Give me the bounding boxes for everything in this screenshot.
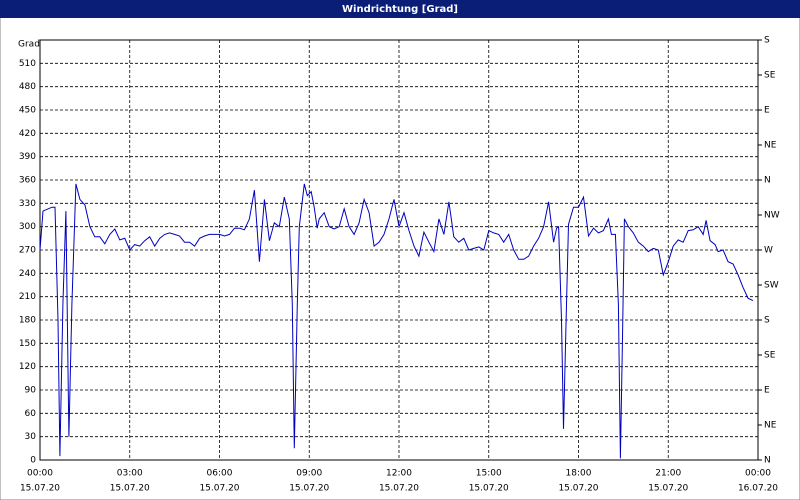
y2-tick-label: SE [764, 71, 776, 81]
y2-tick-label: N [764, 456, 771, 466]
y-tick-label: 510 [19, 59, 36, 69]
y-tick-label: 180 [19, 316, 36, 326]
data-line [39, 183, 754, 459]
x-tick-sublabel: 15.07.20 [558, 484, 598, 494]
x-tick-sublabel: 15.07.20 [289, 484, 329, 494]
x-tick-sublabel: 15.07.20 [20, 484, 60, 494]
y2-tick-label: SE [764, 351, 776, 361]
y-tick-label: 300 [19, 222, 36, 232]
x-tick-label: 15:00 [476, 469, 502, 479]
x-tick-sublabel: 16.07.20 [738, 484, 778, 494]
x-tick-sublabel: 15.07.20 [648, 484, 688, 494]
y2-tick-label: W [764, 246, 773, 256]
x-tick-label: 18:00 [566, 469, 592, 479]
x-tick-sublabel: 15.07.20 [469, 484, 509, 494]
y-tick-label: 390 [19, 152, 36, 162]
y2-tick-label: SW [764, 281, 779, 291]
x-tick-label: 12:00 [386, 469, 412, 479]
y2-tick-label: E [764, 386, 770, 396]
x-tick-label: 03:00 [117, 469, 143, 479]
y-tick-label: 150 [19, 339, 36, 349]
x-tick-label: 21:00 [655, 469, 681, 479]
x-tick-sublabel: 15.07.20 [110, 484, 150, 494]
y-tick-label: 330 [19, 199, 36, 209]
y2-tick-label: E [764, 106, 770, 116]
y-tick-label: 420 [19, 129, 36, 139]
y-tick-label: 0 [30, 456, 36, 466]
y2-tick-label: NE [764, 421, 777, 431]
y-axis-label: Grad [18, 40, 40, 50]
y-tick-label: 240 [19, 269, 36, 279]
y2-tick-label: NE [764, 141, 777, 151]
x-tick-label: 00:00 [27, 469, 53, 479]
x-tick-label: 00:00 [745, 469, 771, 479]
y2-tick-label: S [764, 316, 770, 326]
x-tick-sublabel: 15.07.20 [379, 484, 419, 494]
y2-tick-label: NW [764, 211, 780, 221]
y-tick-label: 450 [19, 106, 36, 116]
y-tick-label: 480 [19, 82, 36, 92]
y-tick-label: 60 [25, 409, 37, 419]
y-tick-label: 30 [25, 432, 37, 442]
y-tick-label: 90 [25, 386, 37, 396]
y-tick-label: 120 [19, 362, 36, 372]
chart-title: Windrichtung [Grad] [342, 4, 458, 15]
y2-tick-label: N [764, 176, 771, 186]
y-tick-label: 270 [19, 246, 36, 256]
y2-tick-label: S [764, 36, 770, 46]
x-tick-label: 09:00 [296, 469, 322, 479]
x-tick-label: 06:00 [207, 469, 233, 479]
x-tick-sublabel: 15.07.20 [199, 484, 239, 494]
title-bar [0, 0, 800, 18]
y-tick-label: 210 [19, 292, 36, 302]
y-tick-label: 360 [19, 176, 36, 186]
